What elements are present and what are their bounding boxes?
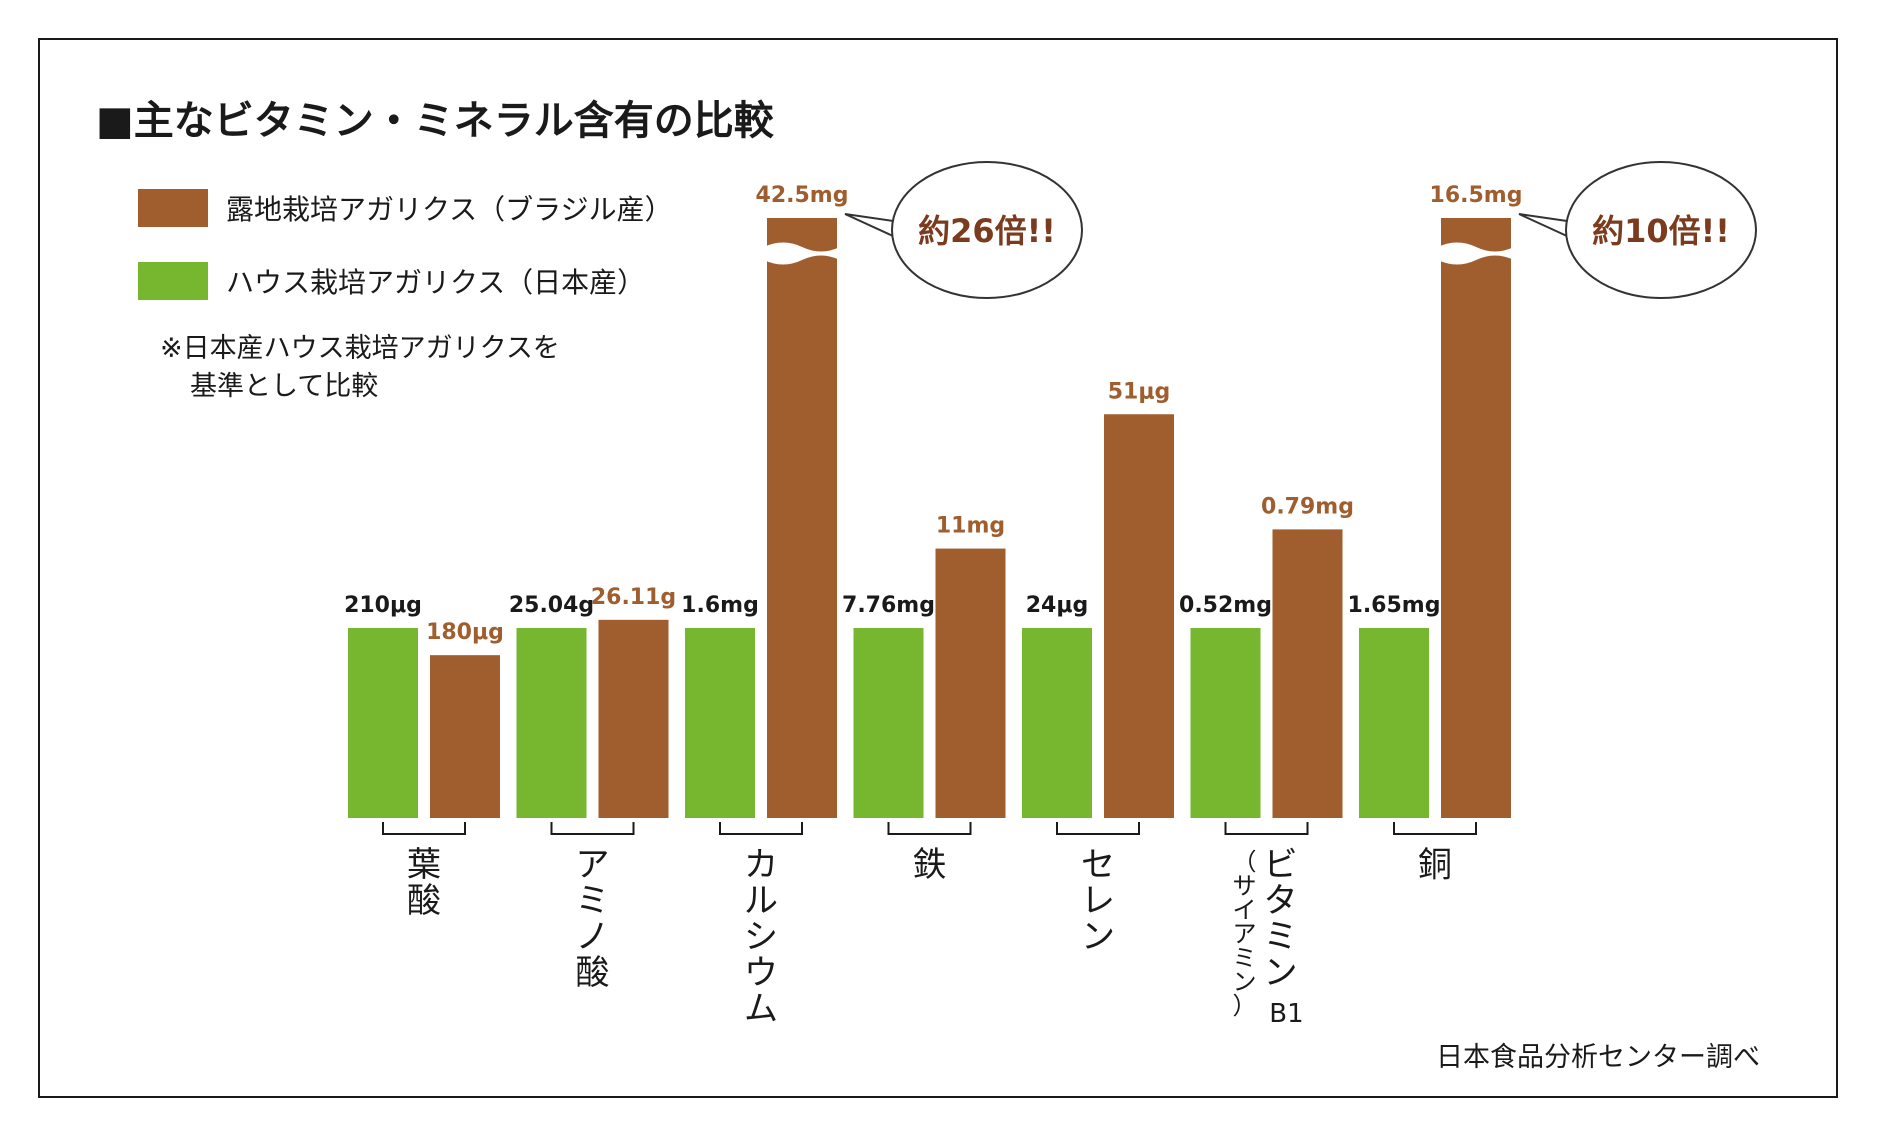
data-label-brazil: 180μg — [426, 620, 504, 645]
category-label-char: ウ — [744, 953, 778, 993]
category-label-char: セ — [1081, 845, 1115, 885]
category-label-char-small: ア — [1233, 920, 1257, 948]
legend-label-brazil: 露地栽培アガリクス（ブラジル産） — [226, 193, 673, 226]
callout-seam — [1570, 222, 1580, 242]
data-label-japan: 210μg — [344, 593, 422, 618]
source-note: 日本食品分析センター調べ — [1436, 1042, 1760, 1073]
comparison-note: ※日本産ハウス栽培アガリクスを 基準として比較 — [160, 330, 560, 406]
category-bracket — [887, 822, 972, 835]
category-label-char: カ — [744, 845, 778, 885]
bar-brazil — [1441, 218, 1511, 818]
callout-seam — [896, 222, 906, 242]
data-label-japan: 1.65mg — [1348, 593, 1441, 618]
category-label-char: レ — [1081, 881, 1115, 921]
data-label-brazil: 26.11g — [591, 585, 676, 610]
bar-japan — [348, 628, 418, 818]
callout-bubble — [1565, 161, 1757, 299]
category-bracket — [550, 822, 635, 835]
category-bracket — [382, 822, 466, 835]
category-label-char: ム — [744, 989, 778, 1029]
category-bracket — [1393, 822, 1477, 835]
category-label-char-small: イ — [1233, 896, 1257, 924]
axis-break-mark — [1437, 242, 1515, 265]
bar-brazil — [767, 218, 837, 818]
category-label-char: ビ — [1264, 845, 1298, 885]
bar-japan — [685, 628, 755, 818]
category-label-char: 銅 — [1418, 845, 1452, 885]
callout-text: 約26倍!! — [918, 212, 1056, 250]
category-label-char: 葉 — [407, 845, 441, 885]
data-label-brazil: 0.79mg — [1261, 494, 1354, 519]
bar-japan — [516, 628, 587, 818]
legend-label-japan: ハウス栽培アガリクス（日本産） — [226, 266, 646, 299]
category-label-char: 酸 — [576, 953, 610, 993]
legend-item-brazil: 露地栽培アガリクス（ブラジル産） — [138, 187, 673, 229]
callout-tail — [844, 213, 907, 243]
category-bracket — [1224, 822, 1309, 835]
category-label-char-small: ン — [1233, 968, 1257, 996]
chart-title: ■主なビタミン・ミネラル含有の比較 — [96, 98, 774, 144]
bar-japan — [853, 628, 924, 818]
category-label-char-small: ミ — [1233, 944, 1257, 972]
legend-item-japan: ハウス栽培アガリクス（日本産） — [138, 260, 645, 302]
callout-text: 約10倍!! — [1592, 212, 1730, 250]
category-label-char-small: （ — [1233, 848, 1257, 876]
category-label-subscript: B1 — [1269, 999, 1303, 1029]
data-label-japan: 7.76mg — [842, 593, 935, 618]
category-label-char: シ — [744, 917, 778, 957]
data-label-japan: 1.6mg — [681, 593, 759, 618]
data-label-brazil: 11mg — [936, 514, 1005, 539]
data-label-japan: 24μg — [1026, 593, 1089, 618]
axis-break-mark — [763, 242, 841, 265]
category-bracket — [1056, 822, 1140, 835]
bar-brazil — [598, 619, 669, 818]
callout-bubble — [891, 161, 1083, 299]
data-label-brazil: 51μg — [1108, 379, 1171, 404]
category-label-char-small: サ — [1233, 872, 1257, 900]
bar-japan — [1190, 628, 1261, 818]
note-line-2: 基準として比較 — [190, 371, 379, 402]
category-label-char: タ — [1264, 881, 1298, 921]
data-label-brazil: 42.5mg — [756, 183, 849, 208]
category-label-char: ミ — [576, 881, 610, 921]
bar-japan — [1022, 628, 1092, 818]
callout-tail — [1518, 213, 1581, 243]
data-label-japan: 25.04g — [509, 593, 594, 618]
bar-japan — [1359, 628, 1429, 818]
bar-brazil — [935, 548, 1006, 818]
category-label-char: ン — [1264, 953, 1298, 993]
bar-brazil — [1272, 529, 1343, 818]
bar-brazil — [430, 655, 500, 818]
category-label-char: 酸 — [407, 881, 441, 921]
category-bracket — [719, 822, 803, 835]
data-label-japan: 0.52mg — [1179, 593, 1272, 618]
chart-frame — [38, 38, 1838, 1098]
category-label-char: 鉄 — [913, 845, 947, 885]
data-label-brazil: 16.5mg — [1430, 183, 1523, 208]
category-label-char-small: ） — [1233, 992, 1257, 1020]
category-label-char: ル — [744, 881, 778, 921]
category-label-char: ノ — [576, 917, 610, 957]
category-label-char: ミ — [1264, 917, 1298, 957]
bar-brazil — [1104, 414, 1174, 818]
legend-swatch-japan — [138, 262, 208, 300]
category-label-char: ア — [576, 845, 610, 885]
legend-swatch-brazil — [138, 189, 208, 227]
note-line-1: ※日本産ハウス栽培アガリクスを — [160, 333, 560, 364]
category-label-char: ン — [1081, 917, 1115, 957]
